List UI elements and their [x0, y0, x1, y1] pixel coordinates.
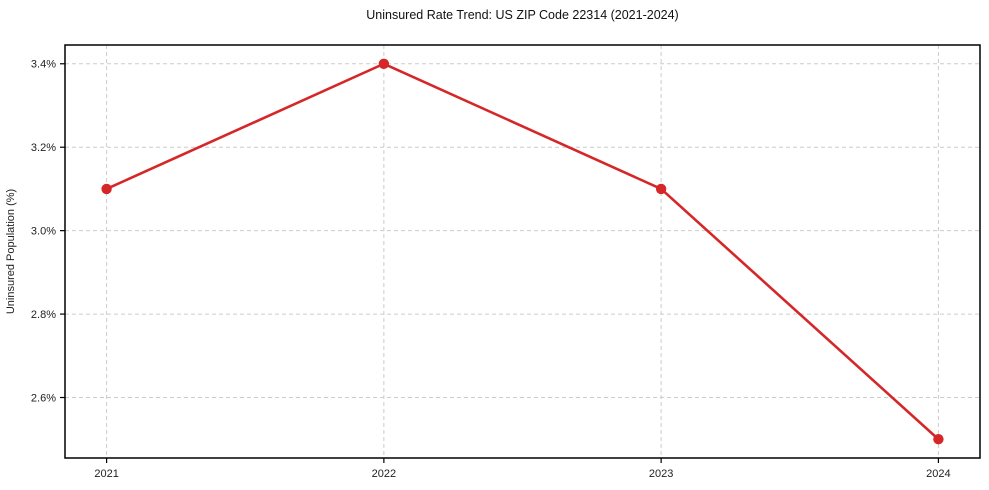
series-line: [105, 62, 940, 441]
y-tick-label: 3.0%: [31, 225, 56, 237]
y-axis-label: Uninsured Population (%): [5, 189, 17, 314]
data-point-marker: [378, 58, 390, 69]
y-tick-label: 3.2%: [31, 142, 56, 154]
data-point-marker: [933, 434, 944, 445]
x-tick-label: 2021: [94, 468, 118, 480]
x-tick-label: 2024: [926, 468, 950, 480]
y-tick-label: 3.4%: [31, 59, 56, 71]
x-tick-label: 2022: [372, 468, 396, 480]
x-tick-label: 2023: [649, 468, 673, 480]
plot-border: [64, 44, 981, 459]
data-point-marker: [101, 183, 112, 195]
chart-title: Uninsured Rate Trend: US ZIP Code 22314 …: [366, 8, 679, 22]
y-tick-label: 2.6%: [31, 392, 56, 404]
data-point-marker: [655, 183, 667, 195]
y-tick-label: 2.8%: [31, 309, 56, 321]
